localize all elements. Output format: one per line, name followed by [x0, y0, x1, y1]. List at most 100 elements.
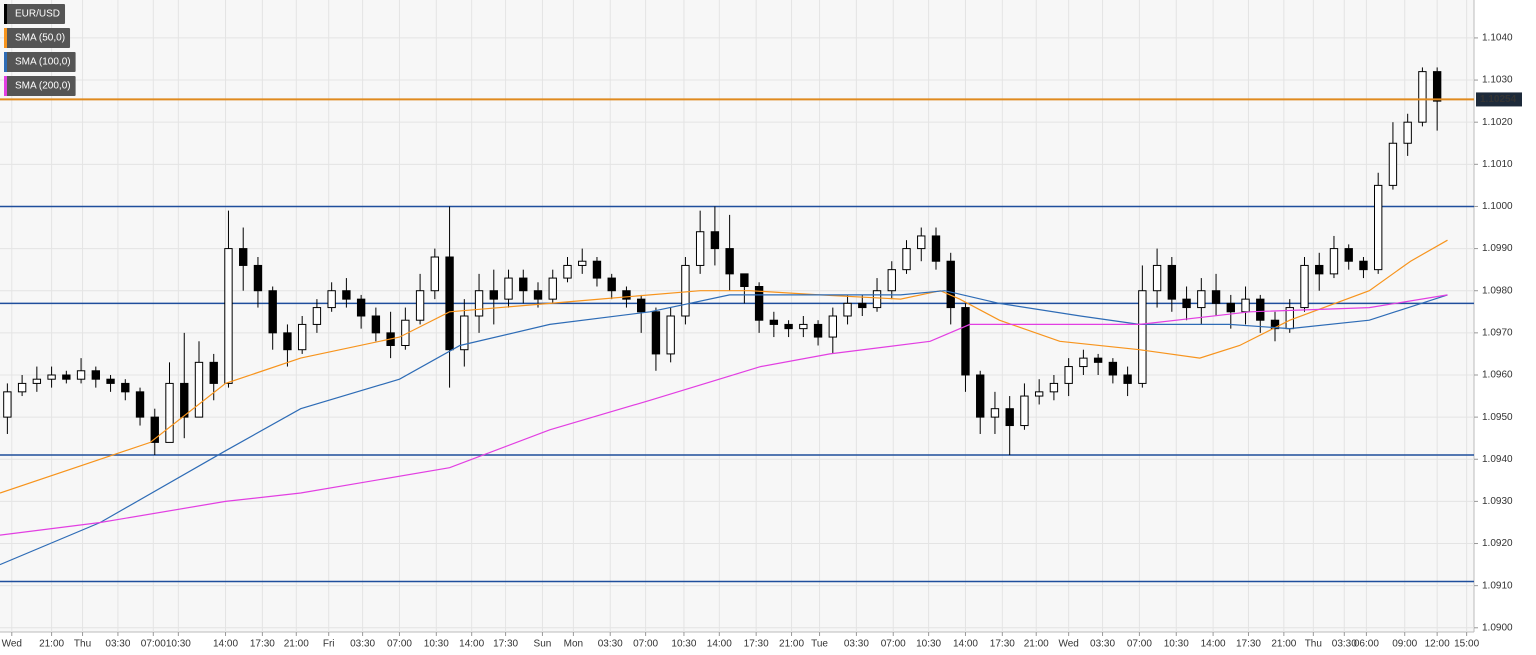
y-tick-label: 1.1010	[1482, 159, 1513, 170]
candle-body	[858, 302, 867, 309]
candle-body	[931, 235, 941, 262]
x-tick-label: 03:30	[844, 639, 869, 650]
candle-body	[843, 302, 852, 317]
y-tick-label: 1.0900	[1482, 622, 1513, 633]
x-tick-label: Wed	[1058, 639, 1078, 650]
candle-body	[91, 370, 100, 380]
candle-body	[622, 290, 631, 300]
legend-label: SMA (200,0)	[15, 81, 71, 92]
x-tick-label: Tue	[811, 639, 828, 650]
candle-body	[62, 374, 71, 380]
x-tick-label: 09:00	[1392, 639, 1417, 650]
legend-label: EUR/USD	[15, 9, 60, 20]
candle-body	[106, 378, 115, 384]
x-tick-label: 14:00	[1201, 639, 1226, 650]
x-tick-label: 07:00	[881, 639, 906, 650]
candle-body	[1300, 264, 1309, 309]
candle-body	[946, 260, 955, 309]
x-tick-label: 10:30	[424, 639, 449, 650]
x-tick-label: Thu	[74, 639, 91, 650]
candle-body	[710, 231, 720, 250]
sma-line	[0, 294, 1448, 536]
candle-body	[740, 273, 749, 288]
candle-body	[1329, 248, 1339, 275]
candle-body	[1138, 290, 1147, 384]
candle-body	[3, 391, 12, 418]
candle-body	[224, 248, 233, 384]
x-tick-label: 03:30	[1332, 639, 1357, 650]
candle-body	[121, 382, 130, 393]
candle-body	[1108, 361, 1118, 376]
x-tick-label: 10:30	[916, 639, 941, 650]
candle-body	[976, 374, 985, 418]
candle-body	[902, 248, 911, 271]
y-tick-label: 1.1030	[1482, 75, 1513, 86]
candle-body	[872, 290, 882, 309]
legend-box	[4, 4, 66, 24]
x-tick-label: 21:00	[779, 639, 804, 650]
candle-body	[239, 248, 248, 266]
candle-body	[1049, 382, 1059, 393]
candle-body	[1388, 142, 1398, 186]
candle-body	[519, 277, 528, 292]
y-tick-label: 1.0920	[1482, 538, 1513, 549]
candle-body	[327, 290, 336, 309]
candle-body	[150, 416, 159, 443]
x-tick-label: 21:00	[1271, 639, 1296, 650]
y-tick-label: 1.0910	[1482, 580, 1513, 591]
candle-body	[297, 323, 307, 351]
candle-body	[990, 408, 1000, 418]
candle-body	[415, 290, 425, 321]
candle-body	[283, 332, 292, 351]
y-tick-label: 1.1040	[1482, 33, 1513, 44]
legend-label: SMA (100,0)	[15, 57, 71, 68]
candle-body	[1315, 264, 1324, 275]
candle-body	[1197, 290, 1206, 309]
candle-body	[76, 370, 86, 380]
candle-body	[268, 290, 277, 334]
candle-body	[460, 315, 469, 351]
x-tick-label: 14:00	[707, 639, 732, 650]
candle-body	[47, 374, 56, 380]
plot-area	[0, 0, 1474, 632]
x-tick-label: Thu	[1305, 639, 1322, 650]
candle-body	[1359, 260, 1368, 271]
candle-body	[533, 290, 543, 300]
candle-body	[1123, 374, 1132, 384]
legend-swatch	[4, 4, 7, 24]
candle-body	[1152, 264, 1162, 292]
candle-body	[769, 319, 779, 325]
candle-body	[504, 277, 513, 300]
legend-swatch	[4, 28, 7, 48]
candle-body	[165, 382, 174, 443]
legend-box	[4, 28, 71, 48]
candle-body	[1403, 121, 1412, 144]
candle-body	[1211, 290, 1221, 304]
x-tick-label: 17:30	[990, 639, 1015, 650]
x-tick-label: 21:00	[284, 639, 309, 650]
y-tick-label: 1.1020	[1482, 117, 1513, 128]
x-tick-label: 03:30	[598, 639, 623, 650]
x-tick-label: 03:30	[105, 639, 130, 650]
candle-body	[1182, 298, 1191, 309]
candle-body	[917, 235, 926, 250]
candle-body	[784, 323, 793, 330]
candle-body	[754, 286, 764, 321]
x-tick-label: 15:00	[1454, 639, 1479, 650]
candle-body	[695, 231, 705, 266]
x-tick-label: 14:00	[459, 639, 484, 650]
x-tick-label: 17:30	[250, 639, 275, 650]
candle-body	[135, 391, 145, 418]
x-tick-label: 07:00	[141, 639, 166, 650]
y-tick-label: 1.0970	[1482, 327, 1513, 338]
y-tick-label: 1.0950	[1482, 412, 1513, 423]
candle-body	[342, 290, 351, 300]
x-tick-label: Fri	[323, 639, 335, 650]
candle-body	[17, 382, 27, 393]
x-tick-label: 21:00	[39, 639, 64, 650]
x-tick-label: 10:30	[166, 639, 191, 650]
x-tick-label: 03:30	[1090, 639, 1115, 650]
x-tick-label: 17:30	[744, 639, 769, 650]
candle-body	[474, 290, 484, 317]
